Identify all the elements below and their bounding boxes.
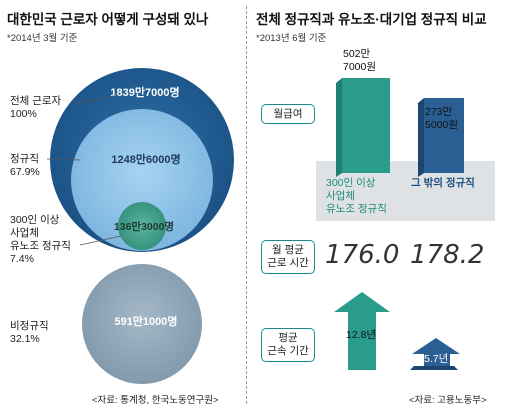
- metric-label-hours: 월 평균 근로 시간: [261, 240, 315, 274]
- tenure-value-other: 5.7년: [424, 353, 449, 365]
- label-all-workers: 전체 근로자 100%: [10, 95, 62, 120]
- bubble-regular: [71, 109, 213, 251]
- salary-bar-other: [424, 98, 464, 173]
- bubble-value-regular: 1248만6000명: [111, 152, 180, 166]
- salary-bar-union-side: [336, 78, 342, 177]
- salary-value-other: 273만 5000원: [425, 106, 459, 131]
- leader-line-all: [72, 94, 119, 105]
- group-label-other: 그 밖의 정규직: [411, 177, 475, 189]
- right-source: <자료: 고용노동부>: [409, 395, 487, 406]
- tenure-arrow-union: [348, 312, 376, 370]
- panel-divider: [246, 6, 247, 404]
- label-regular: 정규직 67.9%: [10, 153, 40, 178]
- label-nonregular: 비정규직 32.1%: [10, 320, 49, 345]
- tenure-base-shadow: [410, 366, 458, 370]
- group-label-union: 300인 이상 사업체 유노조 정규직: [326, 177, 387, 215]
- salary-chart: [336, 78, 464, 177]
- bubble-value-nonregular: 591만1000명: [114, 314, 177, 328]
- salary-value-union: 502만 7000원: [343, 48, 377, 73]
- tenure-chart: [334, 292, 460, 370]
- salary-bar-other-side: [418, 98, 424, 177]
- left-note: *2014년 3월 기준: [7, 33, 78, 44]
- bubble-value-union: 136만3000명: [114, 220, 174, 233]
- left-title: 대한민국 근로자 어떻게 구성돼 있나: [7, 12, 209, 27]
- tenure-arrow-union-head: [334, 292, 390, 312]
- bubble-union-regular: [118, 202, 166, 250]
- hours-value-other: 178.2: [410, 240, 485, 270]
- leader-line-union: [79, 235, 122, 246]
- label-union-regular: 300인 이상 사업체 유노조 정규직 7.4%: [10, 214, 71, 265]
- left-source: <자료: 통계청, 한국노동연구원>: [92, 395, 219, 406]
- leader-line-regular: [46, 158, 81, 161]
- right-title: 전체 정규직과 유노조·대기업 정규직 비교: [256, 12, 487, 27]
- metric-label-salary: 월급여: [261, 104, 315, 124]
- right-note: *2013년 6월 기준: [256, 33, 327, 44]
- tenure-arrow-other-head: [412, 338, 460, 354]
- salary-bar-union: [342, 78, 390, 173]
- bubble-value-all: 1839만7000명: [110, 85, 179, 99]
- bubble-chart: 1839만7000명 1248만6000명 136만3000명 591만1000…: [46, 68, 234, 384]
- tenure-value-union: 12.8년: [346, 329, 377, 341]
- metric-label-tenure: 평균 근속 기간: [261, 328, 315, 362]
- bubble-nonregular: [82, 264, 202, 384]
- hours-value-union: 176.0: [325, 240, 400, 270]
